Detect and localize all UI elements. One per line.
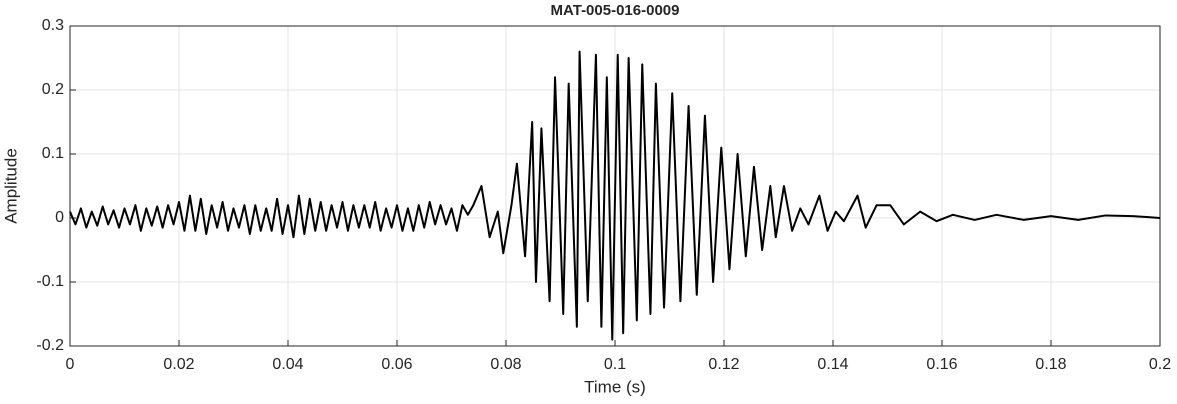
x-tick-label: 0.18 xyxy=(1035,356,1066,373)
x-tick-label: 0.16 xyxy=(926,356,957,373)
x-tick-label: 0.02 xyxy=(163,356,194,373)
x-tick-label: 0.2 xyxy=(1149,356,1171,373)
plot-frame xyxy=(69,25,1161,347)
y-tick-label: 0 xyxy=(55,209,64,226)
x-tick-label: 0 xyxy=(66,356,75,373)
y-axis-label: Amplitude xyxy=(1,148,20,224)
y-tick-label: -0.1 xyxy=(36,273,64,290)
x-tick-label: 0.06 xyxy=(381,356,412,373)
x-tick-label: 0.1 xyxy=(604,356,626,373)
x-tick-label: 0.08 xyxy=(490,356,521,373)
x-axis-label: Time (s) xyxy=(584,377,646,396)
chart-title: MAT-005-016-0009 xyxy=(551,2,680,19)
y-tick-label: 0.3 xyxy=(42,17,64,34)
x-tick-label: 0.14 xyxy=(817,356,848,373)
data-line xyxy=(69,50,1161,341)
y-tick-label: 0.2 xyxy=(42,81,64,98)
x-tick-label: 0.12 xyxy=(708,356,739,373)
x-tick-label: 0.04 xyxy=(272,356,303,373)
y-tick-label: -0.2 xyxy=(36,337,64,354)
y-tick-label: 0.1 xyxy=(42,145,64,162)
